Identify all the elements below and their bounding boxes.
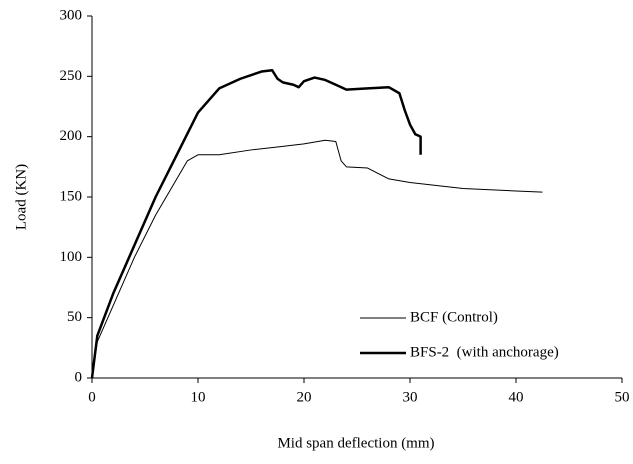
y-tick-label: 150 [60, 188, 83, 204]
y-tick-label: 0 [75, 369, 83, 385]
y-axis-label: Load (KN) [13, 164, 29, 230]
line-series [91, 139, 543, 379]
x-axis-label: Mid span deflection (mm) [277, 435, 434, 451]
y-tick-label: 100 [60, 249, 83, 265]
x-tick-label: 30 [403, 389, 418, 405]
y-tick-label: 300 [60, 7, 83, 23]
x-tick-label: 10 [191, 389, 206, 405]
legend-label: BCF (Control) [410, 309, 498, 325]
x-tick-label: 20 [297, 389, 312, 405]
line-series [90, 69, 422, 379]
y-tick-label: 50 [67, 309, 82, 325]
y-tick-label: 200 [60, 128, 83, 144]
x-tick-label: 0 [88, 389, 96, 405]
x-tick-label: 50 [615, 389, 630, 405]
y-tick-label: 250 [60, 68, 83, 84]
legend-label: BFS-2 (with anchorage) [410, 344, 559, 360]
x-tick-label: 40 [509, 389, 524, 405]
